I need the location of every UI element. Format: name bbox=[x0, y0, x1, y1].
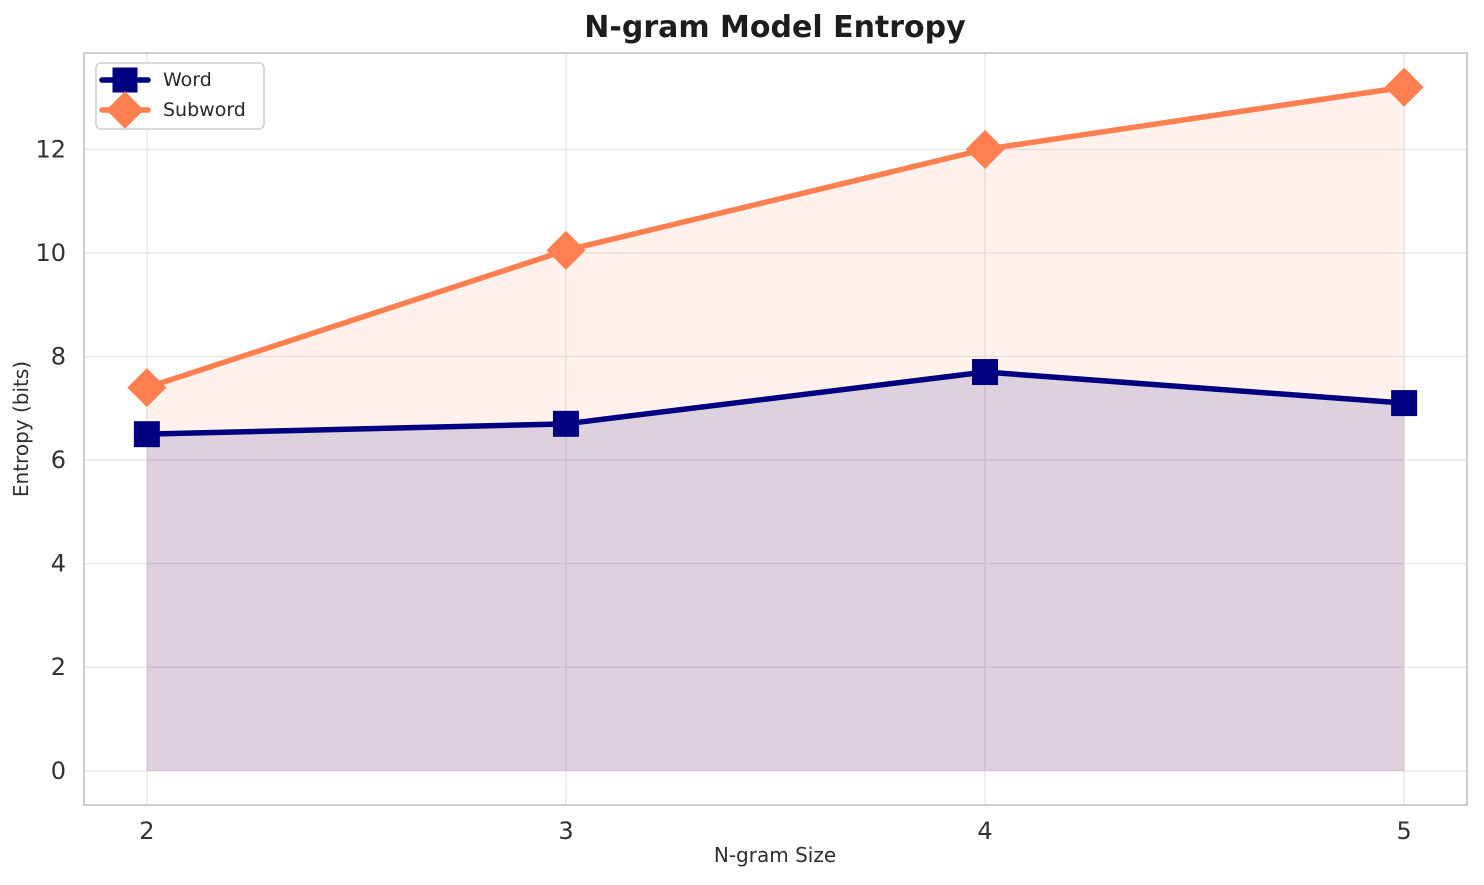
legend-label: Subword bbox=[163, 99, 246, 121]
series-fill-subword bbox=[146, 87, 1405, 771]
x-tick-label: 3 bbox=[558, 817, 573, 845]
legend-item-subword: Subword bbox=[99, 91, 246, 129]
x-tick-labels: 2 3 4 5 bbox=[139, 817, 1412, 845]
marker-subword bbox=[127, 368, 167, 408]
legend-marker-diamond bbox=[106, 91, 144, 129]
y-tick-label: 0 bbox=[51, 757, 66, 785]
legend-item-word: Word bbox=[99, 67, 212, 93]
series-line-subword bbox=[144, 84, 1407, 391]
legend-marker-square bbox=[112, 67, 138, 93]
x-axis-label: N-gram Size bbox=[714, 843, 836, 867]
y-tick-label: 6 bbox=[51, 446, 66, 474]
series-fills bbox=[146, 87, 1405, 771]
marker-word bbox=[972, 359, 999, 386]
y-tick-label: 4 bbox=[51, 550, 66, 578]
legend: Word Subword bbox=[95, 62, 265, 130]
series-fill-word bbox=[146, 372, 1405, 771]
y-tick-labels: 0 2 4 6 8 10 12 bbox=[35, 135, 66, 784]
marker-word bbox=[552, 410, 579, 437]
y-tick-label: 10 bbox=[35, 239, 66, 267]
y-axis-label: Entropy (bits) bbox=[9, 361, 33, 497]
marker-subword bbox=[965, 129, 1005, 169]
legend-group: Word Subword bbox=[95, 62, 265, 130]
marker-subword bbox=[546, 230, 586, 270]
series-lines bbox=[127, 67, 1424, 448]
y-tick-label: 12 bbox=[35, 135, 66, 163]
y-tick-label: 8 bbox=[51, 342, 66, 370]
gridlines bbox=[84, 53, 1467, 805]
plot-frame bbox=[83, 52, 1468, 806]
series-line-word bbox=[144, 369, 1407, 437]
marker-word bbox=[133, 421, 160, 448]
x-tick-label: 4 bbox=[977, 817, 992, 845]
x-tick-label: 2 bbox=[139, 817, 154, 845]
marker-subword bbox=[1384, 67, 1424, 107]
y-tick-label: 2 bbox=[51, 653, 66, 681]
x-tick-label: 5 bbox=[1396, 817, 1411, 845]
chart-title: N-gram Model Entropy bbox=[584, 10, 966, 45]
legend-label: Word bbox=[163, 69, 212, 91]
marker-word bbox=[1391, 390, 1418, 417]
